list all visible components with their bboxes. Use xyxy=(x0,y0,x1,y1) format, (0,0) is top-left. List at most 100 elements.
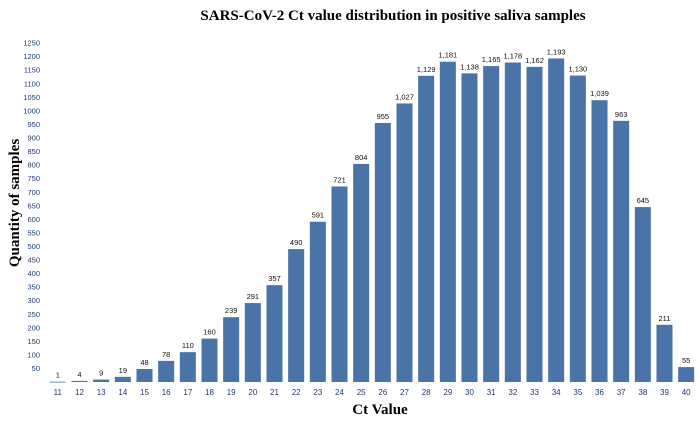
data-label-ct-13: 9 xyxy=(99,369,103,378)
x-tick-label-17: 17 xyxy=(183,388,192,397)
bar-ct-12 xyxy=(71,380,88,382)
y-axis-label: Quantity of samples xyxy=(7,139,23,268)
y-tick-label: 1150 xyxy=(24,66,40,75)
bar-ct-34 xyxy=(548,58,565,382)
y-tick-label: 1000 xyxy=(23,106,40,115)
y-tick-label: 300 xyxy=(27,296,40,305)
data-label-ct-17: 110 xyxy=(182,341,194,350)
x-axis-label: Ct Value xyxy=(352,402,408,418)
data-label-ct-11: 1 xyxy=(56,371,60,380)
x-tick-label-30: 30 xyxy=(465,388,474,397)
y-tick-label: 1250 xyxy=(23,39,40,48)
x-tick-label-15: 15 xyxy=(140,388,149,397)
bar-ct-30 xyxy=(461,73,478,383)
data-label-ct-14: 19 xyxy=(119,366,127,375)
data-label-ct-38: 645 xyxy=(637,196,650,205)
data-label-ct-32: 1,178 xyxy=(503,52,522,61)
x-tick-label-20: 20 xyxy=(248,388,257,397)
data-label-ct-34: 1,193 xyxy=(547,47,566,56)
data-labels: 1 4 9 19 48 78 110 160 239 291 357 490 591 721 804 955 1… xyxy=(56,47,691,379)
x-tick-label-24: 24 xyxy=(335,388,344,397)
y-tick-label: 800 xyxy=(27,161,40,170)
x-axis-ticks: 11 12 13 14 15 16 17 18 19 20 21 22 23 24 25 26 27 28 29 30… xyxy=(54,388,691,397)
data-label-ct-39: 211 xyxy=(659,314,671,323)
data-label-ct-21: 357 xyxy=(268,274,281,283)
x-tick-label-14: 14 xyxy=(118,388,127,397)
data-label-ct-25: 804 xyxy=(355,153,368,162)
y-tick-label: 100 xyxy=(27,350,40,359)
bar-ct-33 xyxy=(526,66,543,382)
data-label-ct-31: 1,165 xyxy=(482,55,501,64)
bar-ct-35 xyxy=(569,75,586,382)
bar-ct-22 xyxy=(288,249,305,382)
y-tick-label: 50 xyxy=(32,364,40,373)
y-tick-label: 700 xyxy=(27,188,40,197)
bar-ct-13 xyxy=(93,379,110,382)
bar-ct-23 xyxy=(309,221,326,382)
y-axis-ticks: 50 100 150 200 250 300 350 400 450 500 550 600 650 70… xyxy=(23,39,40,373)
data-label-ct-19: 239 xyxy=(225,306,238,315)
data-label-ct-40: 55 xyxy=(682,356,690,365)
data-label-ct-24: 721 xyxy=(333,175,346,184)
bar-ct-32 xyxy=(504,62,521,383)
y-tick-label: 250 xyxy=(27,310,40,319)
x-tick-label-29: 29 xyxy=(443,388,452,397)
bar-ct-28 xyxy=(418,75,435,383)
x-tick-label-32: 32 xyxy=(508,388,517,397)
bar-ct-15 xyxy=(136,368,153,382)
x-tick-label-33: 33 xyxy=(530,388,539,397)
x-tick-label-35: 35 xyxy=(573,388,582,397)
bar-ct-37 xyxy=(613,120,630,382)
y-tick-label: 550 xyxy=(27,228,40,237)
bar-ct-39 xyxy=(656,324,673,382)
bar-ct-29 xyxy=(439,61,456,382)
y-tick-label: 150 xyxy=(27,337,40,346)
y-tick-label: 750 xyxy=(27,174,40,183)
data-label-ct-18: 160 xyxy=(203,328,216,337)
y-tick-label: 1200 xyxy=(23,52,40,61)
x-tick-label-13: 13 xyxy=(97,388,106,397)
data-label-ct-29: 1,181 xyxy=(438,51,457,60)
y-tick-label: 850 xyxy=(27,147,40,156)
data-label-ct-28: 1,129 xyxy=(417,65,436,74)
data-label-ct-35: 1,130 xyxy=(568,65,587,74)
bar-ct-27 xyxy=(396,103,413,382)
bar-ct-24 xyxy=(331,186,348,382)
bar-ct-17 xyxy=(179,352,196,382)
y-tick-label: 200 xyxy=(27,323,40,332)
data-label-ct-26: 955 xyxy=(377,112,390,121)
data-label-ct-27: 1,027 xyxy=(395,92,414,101)
bar-ct-16 xyxy=(158,360,175,382)
bar-ct-40 xyxy=(678,367,695,382)
y-tick-label: 600 xyxy=(27,215,40,224)
x-tick-label-34: 34 xyxy=(552,388,561,397)
bar-ct-19 xyxy=(223,317,240,382)
x-tick-label-36: 36 xyxy=(595,388,604,397)
data-label-ct-22: 490 xyxy=(290,238,303,247)
y-tick-label: 900 xyxy=(27,134,40,143)
data-label-ct-30: 1,138 xyxy=(460,62,479,71)
x-tick-label-22: 22 xyxy=(292,388,301,397)
bar-ct-38 xyxy=(634,207,651,382)
x-tick-label-26: 26 xyxy=(378,388,387,397)
y-tick-label: 650 xyxy=(27,201,40,210)
bar-ct-25 xyxy=(353,163,370,382)
data-label-ct-33: 1,162 xyxy=(525,56,544,65)
bar-ct-20 xyxy=(244,303,261,382)
bar-ct-26 xyxy=(374,123,391,382)
x-tick-label-27: 27 xyxy=(400,388,409,397)
data-label-ct-16: 78 xyxy=(162,350,170,359)
x-tick-label-39: 39 xyxy=(660,388,669,397)
x-tick-label-18: 18 xyxy=(205,388,214,397)
y-tick-label: 950 xyxy=(27,120,40,129)
bar-ct-21 xyxy=(266,285,283,382)
x-tick-label-11: 11 xyxy=(54,388,63,397)
bar-ct-18 xyxy=(201,338,218,382)
data-label-ct-15: 48 xyxy=(140,358,148,367)
bar-ct-11 xyxy=(49,381,66,383)
x-tick-label-31: 31 xyxy=(487,388,496,397)
x-tick-label-19: 19 xyxy=(227,388,236,397)
data-label-ct-20: 291 xyxy=(247,292,260,301)
data-label-ct-12: 4 xyxy=(77,370,81,379)
